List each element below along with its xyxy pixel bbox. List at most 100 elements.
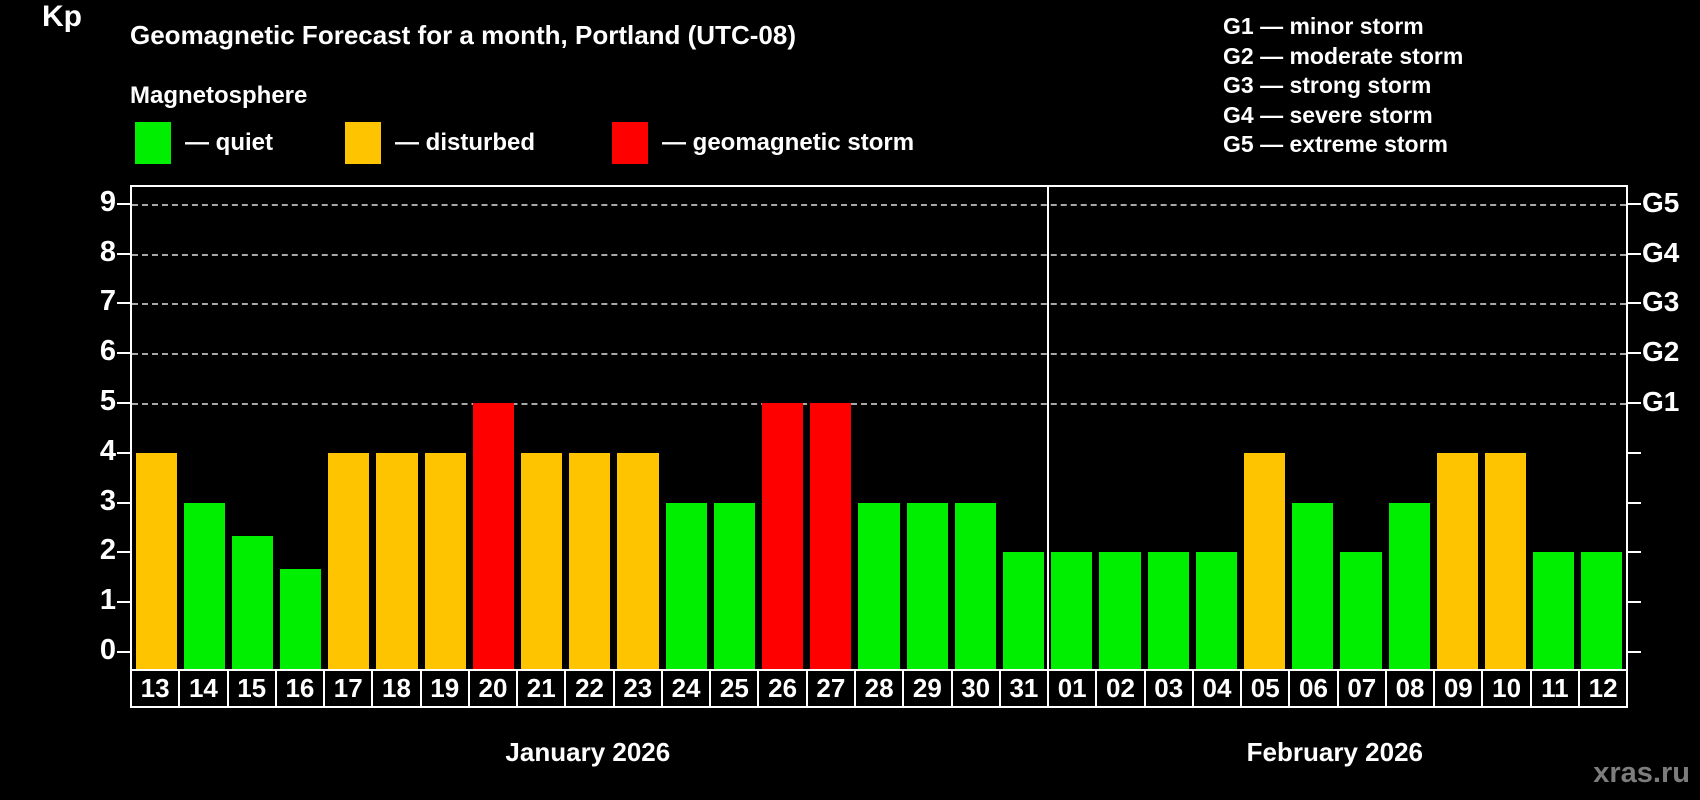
right-tick-7 bbox=[1628, 302, 1641, 305]
y-tick-label-8: 8 bbox=[99, 235, 116, 268]
kp-bar-12 bbox=[1581, 552, 1623, 670]
left-tick-2 bbox=[117, 551, 130, 554]
left-tick-5 bbox=[117, 402, 130, 404]
day-axis-row: 13 14 15 16 17 18 19 20 21 22 23 24 25 26 27 28 29 30 31 01… bbox=[130, 669, 1629, 708]
day-label-17: 17 bbox=[323, 669, 374, 708]
day-label-22: 22 bbox=[564, 669, 615, 708]
day-label-09: 09 bbox=[1433, 669, 1484, 708]
right-tick-0 bbox=[1628, 651, 1641, 653]
kp-bar-06 bbox=[1292, 502, 1334, 670]
g-scale-legend-g2: G2 — moderate storm bbox=[1223, 42, 1464, 69]
day-label-19: 19 bbox=[419, 669, 470, 708]
g-scale-legend-g5: G5 — extreme storm bbox=[1223, 131, 1448, 157]
gridline-kp6 bbox=[132, 353, 1626, 356]
left-tick-0 bbox=[117, 651, 130, 653]
legend-label-quiet: — quiet bbox=[185, 129, 273, 156]
day-label-21: 21 bbox=[516, 669, 567, 708]
kp-bar-11 bbox=[1533, 552, 1575, 670]
month-label-1: February 2026 bbox=[1246, 737, 1423, 767]
y-tick-label-9: 9 bbox=[99, 185, 116, 218]
day-label-14: 14 bbox=[178, 669, 229, 708]
left-tick-6 bbox=[117, 352, 130, 355]
page-title: Geomagnetic Forecast for a month, Portla… bbox=[130, 20, 796, 50]
kp-bar-21 bbox=[521, 452, 563, 670]
legend-item-quiet: — quiet bbox=[135, 120, 273, 166]
day-label-01: 01 bbox=[1047, 669, 1098, 708]
quiet-color-swatch bbox=[135, 122, 171, 164]
gridline-kp7 bbox=[132, 303, 1626, 306]
kp-bar-20 bbox=[472, 403, 515, 670]
kp-bar-27 bbox=[810, 403, 852, 670]
month-label-0: January 2026 bbox=[505, 737, 671, 767]
day-label-05: 05 bbox=[1240, 669, 1291, 708]
day-label-23: 23 bbox=[612, 669, 663, 708]
day-label-03: 03 bbox=[1143, 669, 1194, 708]
y-tick-label-2: 2 bbox=[99, 534, 116, 567]
kp-bar-08 bbox=[1388, 502, 1430, 670]
legend-item-disturbed: — disturbed bbox=[345, 120, 535, 166]
kp-bar-23 bbox=[617, 452, 659, 670]
day-label-29: 29 bbox=[902, 669, 953, 708]
gridline-kp5 bbox=[132, 403, 1626, 405]
g-scale-legend-g4: G4 — severe storm bbox=[1223, 101, 1433, 128]
y-tick-label-4: 4 bbox=[99, 434, 116, 467]
y-tick-label-5: 5 bbox=[99, 385, 116, 417]
gridline-kp9 bbox=[132, 203, 1626, 206]
day-label-10: 10 bbox=[1481, 669, 1532, 708]
kp-bar-02 bbox=[1099, 552, 1141, 670]
day-label-20: 20 bbox=[467, 669, 519, 708]
disturbed-color-swatch bbox=[345, 122, 381, 164]
g-tick-label-G1: G1 bbox=[1642, 386, 1680, 417]
day-label-25: 25 bbox=[709, 669, 760, 708]
day-label-27: 27 bbox=[805, 669, 856, 708]
y-axis-title: Kp bbox=[42, 0, 82, 33]
kp-bar-22 bbox=[569, 452, 611, 670]
gridline-kp8 bbox=[132, 253, 1626, 256]
legend-label-storm: — geomagnetic storm bbox=[662, 129, 915, 156]
kp-bar-15 bbox=[231, 535, 274, 670]
magnetosphere-subtitle: Magnetosphere bbox=[130, 82, 308, 109]
kp-bar-04 bbox=[1195, 552, 1237, 670]
right-tick-6 bbox=[1628, 352, 1641, 355]
left-tick-9 bbox=[117, 202, 130, 205]
left-tick-4 bbox=[117, 451, 130, 454]
g-scale-legend: G1 — minor storm G2 — moderate storm G3 … bbox=[1223, 12, 1463, 160]
day-label-12: 12 bbox=[1577, 669, 1629, 708]
kp-bar-19 bbox=[424, 452, 466, 670]
day-label-08: 08 bbox=[1384, 669, 1436, 708]
y-tick-label-1: 1 bbox=[99, 584, 116, 617]
kp-bar-26 bbox=[762, 403, 804, 670]
kp-bar-18 bbox=[376, 452, 418, 670]
g-scale-legend-g3: G3 — strong storm bbox=[1223, 72, 1432, 98]
watermark: xras.ru bbox=[1593, 757, 1690, 789]
y-tick-label-7: 7 bbox=[99, 285, 116, 318]
storm-color-swatch bbox=[612, 122, 648, 164]
kp-bar-29 bbox=[906, 502, 948, 670]
kp-bar-14 bbox=[183, 502, 225, 670]
day-label-02: 02 bbox=[1095, 669, 1146, 708]
kp-bar-25 bbox=[713, 502, 755, 670]
right-tick-9 bbox=[1628, 202, 1641, 205]
g-tick-label-G2: G2 bbox=[1642, 336, 1680, 368]
right-tick-4 bbox=[1628, 451, 1641, 454]
kp-bar-16 bbox=[280, 568, 322, 670]
kp-bar-17 bbox=[328, 452, 370, 670]
kp-bar-05 bbox=[1243, 452, 1286, 670]
g-tick-label-G5: G5 bbox=[1642, 186, 1680, 218]
left-tick-8 bbox=[117, 252, 130, 255]
plot-area bbox=[130, 185, 1628, 672]
day-label-13: 13 bbox=[130, 669, 181, 708]
day-label-24: 24 bbox=[660, 669, 712, 708]
kp-bar-31 bbox=[1002, 552, 1045, 670]
y-tick-label-6: 6 bbox=[99, 335, 116, 368]
day-label-28: 28 bbox=[853, 669, 905, 708]
left-tick-1 bbox=[117, 601, 130, 604]
legend-item-storm: — geomagnetic storm bbox=[612, 120, 914, 166]
day-label-16: 16 bbox=[274, 669, 326, 708]
y-tick-label-3: 3 bbox=[99, 484, 116, 517]
day-label-04: 04 bbox=[1191, 669, 1243, 708]
left-tick-7 bbox=[117, 302, 130, 305]
day-label-30: 30 bbox=[950, 669, 1001, 708]
kp-bar-03 bbox=[1147, 552, 1189, 670]
